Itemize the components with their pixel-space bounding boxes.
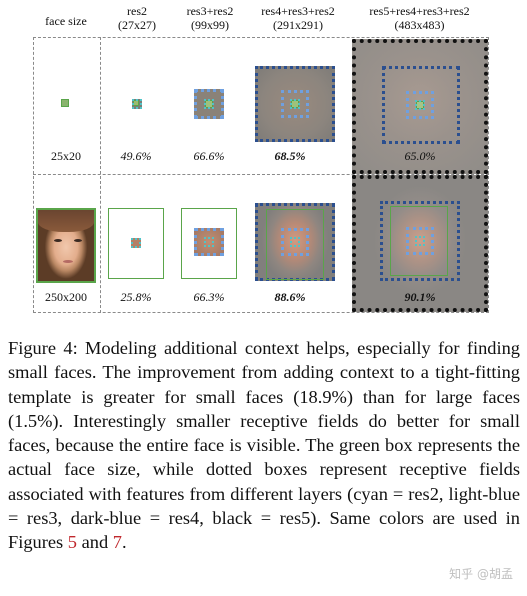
res3-context-large [194, 228, 224, 256]
score-label: 68.5% [274, 149, 306, 163]
score-label: 90.1% [404, 290, 436, 304]
face-box-res3 [181, 208, 237, 279]
header-label: res5+res4+res3+res2 [369, 4, 470, 18]
res2-receptive-field [131, 238, 141, 248]
header-res3: res3+res2 (99x99) [174, 4, 246, 32]
face-size-label: 25x20 [51, 149, 81, 163]
figure-ref-link[interactable]: 7 [112, 532, 122, 553]
res4-receptive-field [382, 66, 460, 144]
score-label: 49.6% [120, 149, 152, 163]
caption-text: Figure 4: Modeling additional context he… [8, 338, 520, 553]
score-label: 65.0% [404, 149, 436, 163]
res2-context-small [132, 99, 142, 109]
eye [54, 239, 62, 242]
res2-receptive-field [290, 237, 300, 247]
res5-receptive-field [352, 39, 488, 174]
figure-caption: Figure 4: Modeling additional context he… [8, 336, 520, 555]
res2-receptive-field [204, 237, 214, 247]
column-divider [100, 37, 101, 313]
row-divider [33, 174, 489, 175]
res3-context-small [194, 89, 224, 119]
mouth [63, 260, 73, 263]
header-label: face size [45, 14, 87, 28]
figure-frame [33, 37, 489, 313]
res2-receptive-field [204, 99, 214, 109]
res5-context-small [352, 39, 488, 174]
res5-context-large [352, 175, 488, 312]
res3-receptive-field [406, 91, 434, 119]
score-label: 66.3% [193, 290, 225, 304]
face-box [266, 209, 324, 280]
res5-receptive-field [352, 175, 488, 312]
res4-receptive-field [380, 201, 460, 281]
res2-context-large [131, 238, 141, 248]
res3-receptive-field [194, 89, 224, 119]
face-box-res2 [108, 208, 164, 279]
res3-receptive-field [194, 228, 224, 256]
score-label: 66.6% [193, 149, 225, 163]
res3-receptive-field [281, 90, 309, 118]
face-box [390, 206, 448, 276]
header-sub: (27x27) [118, 18, 156, 32]
res2-receptive-field [415, 236, 425, 246]
res3-receptive-field [281, 228, 309, 256]
header-sub: (483x483) [394, 18, 445, 32]
res2-receptive-field [290, 99, 300, 109]
score-label: 25.8% [120, 290, 152, 304]
header-sub: (291x291) [273, 18, 323, 32]
res3-receptive-field [406, 227, 434, 255]
res4-receptive-field [255, 66, 335, 142]
res4-context-large [255, 203, 335, 281]
header-face-size: face size [33, 14, 99, 28]
score-label: 88.6% [274, 290, 306, 304]
header-sub: (99x99) [191, 18, 229, 32]
face-size-label: 250x200 [45, 290, 87, 304]
header-res4: res4+res3+res2 (291x291) [246, 4, 350, 32]
header-label: res4+res3+res2 [261, 4, 335, 18]
header-label: res3+res2 [186, 4, 234, 18]
caption-text: . [121, 532, 127, 553]
header-label: res2 [127, 4, 147, 18]
small-face-box [61, 99, 69, 107]
caption-text: and [76, 532, 113, 553]
res4-context-small [255, 66, 335, 142]
res2-receptive-field [132, 99, 142, 109]
hair [38, 210, 94, 232]
face-photo [36, 208, 96, 283]
eye [74, 239, 82, 242]
watermark: 知乎 @胡孟 [449, 567, 513, 581]
header-res5: res5+res4+res3+res2 (483x483) [350, 4, 489, 32]
res2-receptive-field [415, 100, 425, 110]
figure-ref-link[interactable]: 5 [67, 532, 77, 553]
header-res2: res2 (27x27) [100, 4, 174, 32]
